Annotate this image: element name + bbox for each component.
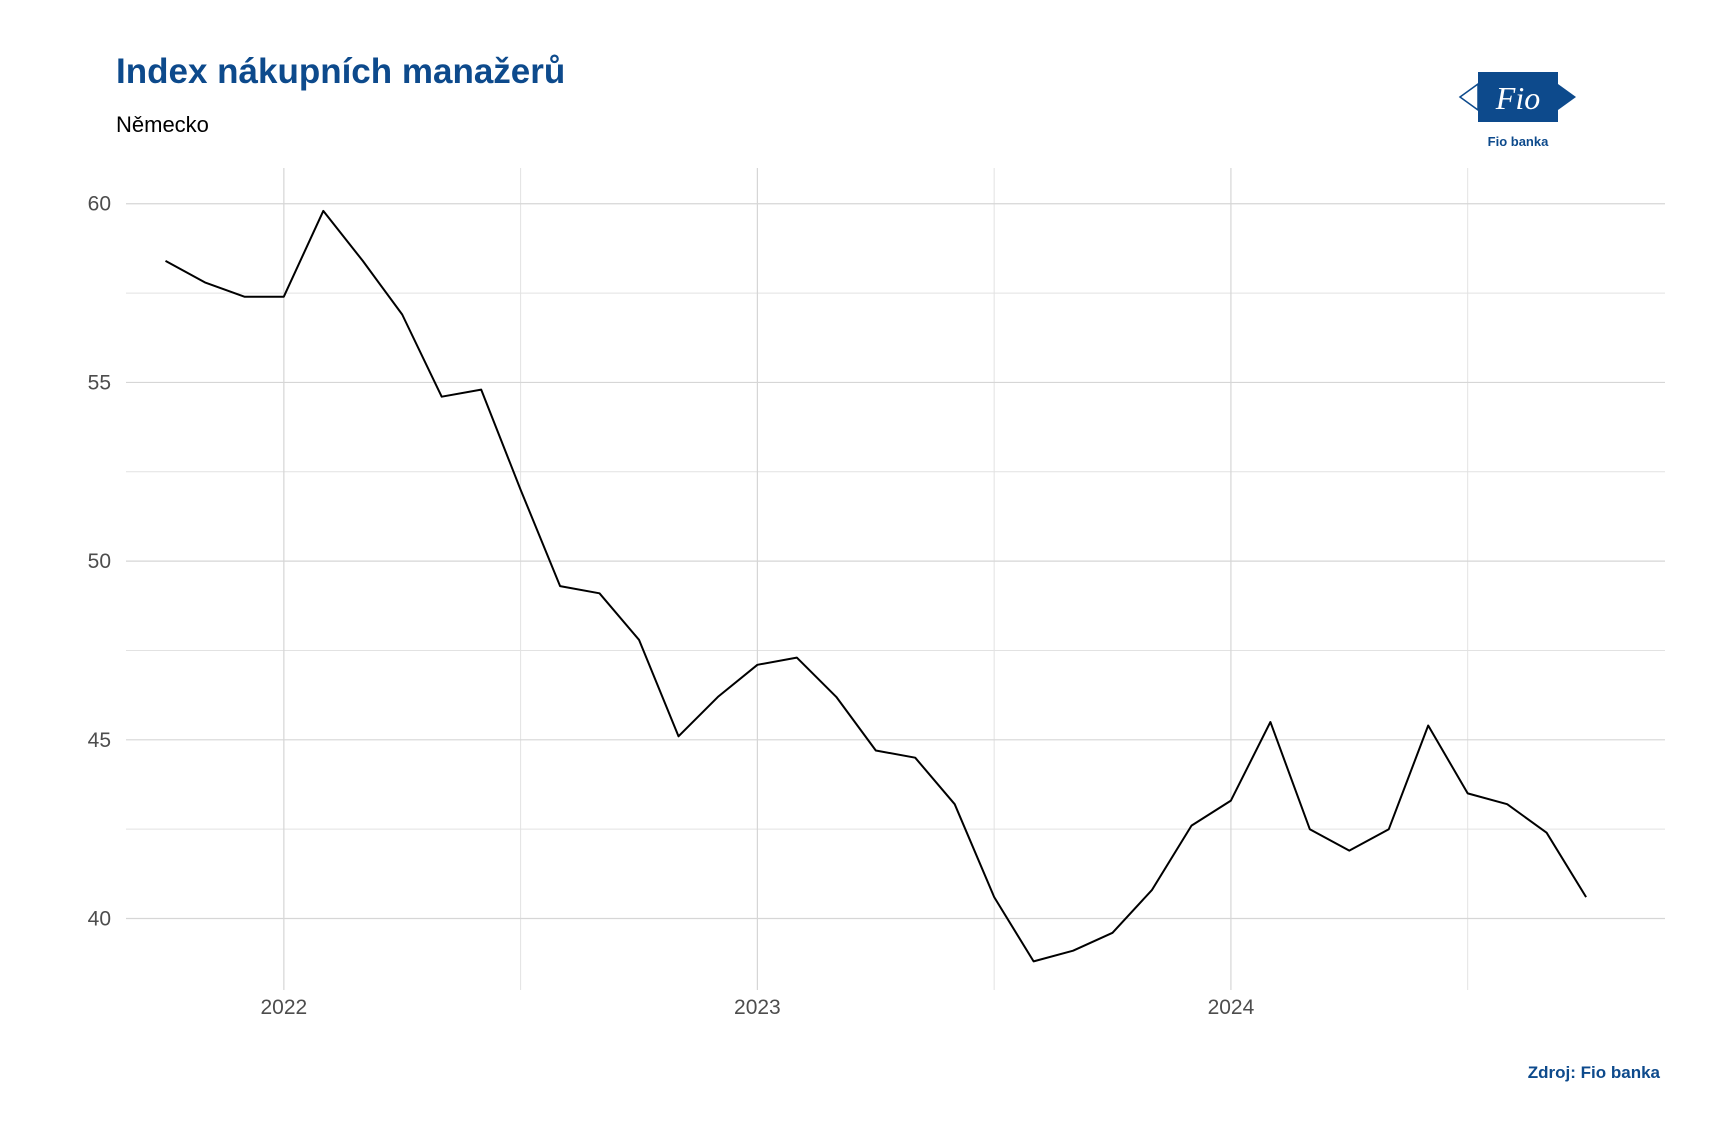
y-tick-label: 45 xyxy=(88,729,111,752)
major-gridlines xyxy=(126,168,1665,990)
x-tick-label: 2023 xyxy=(734,996,781,1019)
y-tick-label: 50 xyxy=(88,550,111,573)
logo-caption: Fio banka xyxy=(1488,134,1549,149)
source-note: Zdroj: Fio banka xyxy=(1527,1063,1660,1082)
y-axis-ticks: 40 45 50 55 60 xyxy=(88,193,111,931)
x-axis-ticks: 2022 2023 2024 xyxy=(260,996,1254,1019)
y-tick-label: 40 xyxy=(88,908,111,931)
y-tick-label: 55 xyxy=(88,371,111,394)
x-tick-label: 2024 xyxy=(1208,996,1255,1019)
minor-gridlines xyxy=(126,168,1665,990)
chart-subtitle: Německo xyxy=(116,112,209,137)
chart-title: Index nákupních manažerů xyxy=(116,52,566,91)
x-tick-label: 2022 xyxy=(260,996,307,1019)
series-layer xyxy=(165,209,1587,963)
y-tick-label: 60 xyxy=(88,193,111,216)
fio-banka-logo: Fio Fio banka xyxy=(1458,66,1578,152)
series-line xyxy=(165,209,1587,963)
logo-text: Fio xyxy=(1495,80,1540,116)
